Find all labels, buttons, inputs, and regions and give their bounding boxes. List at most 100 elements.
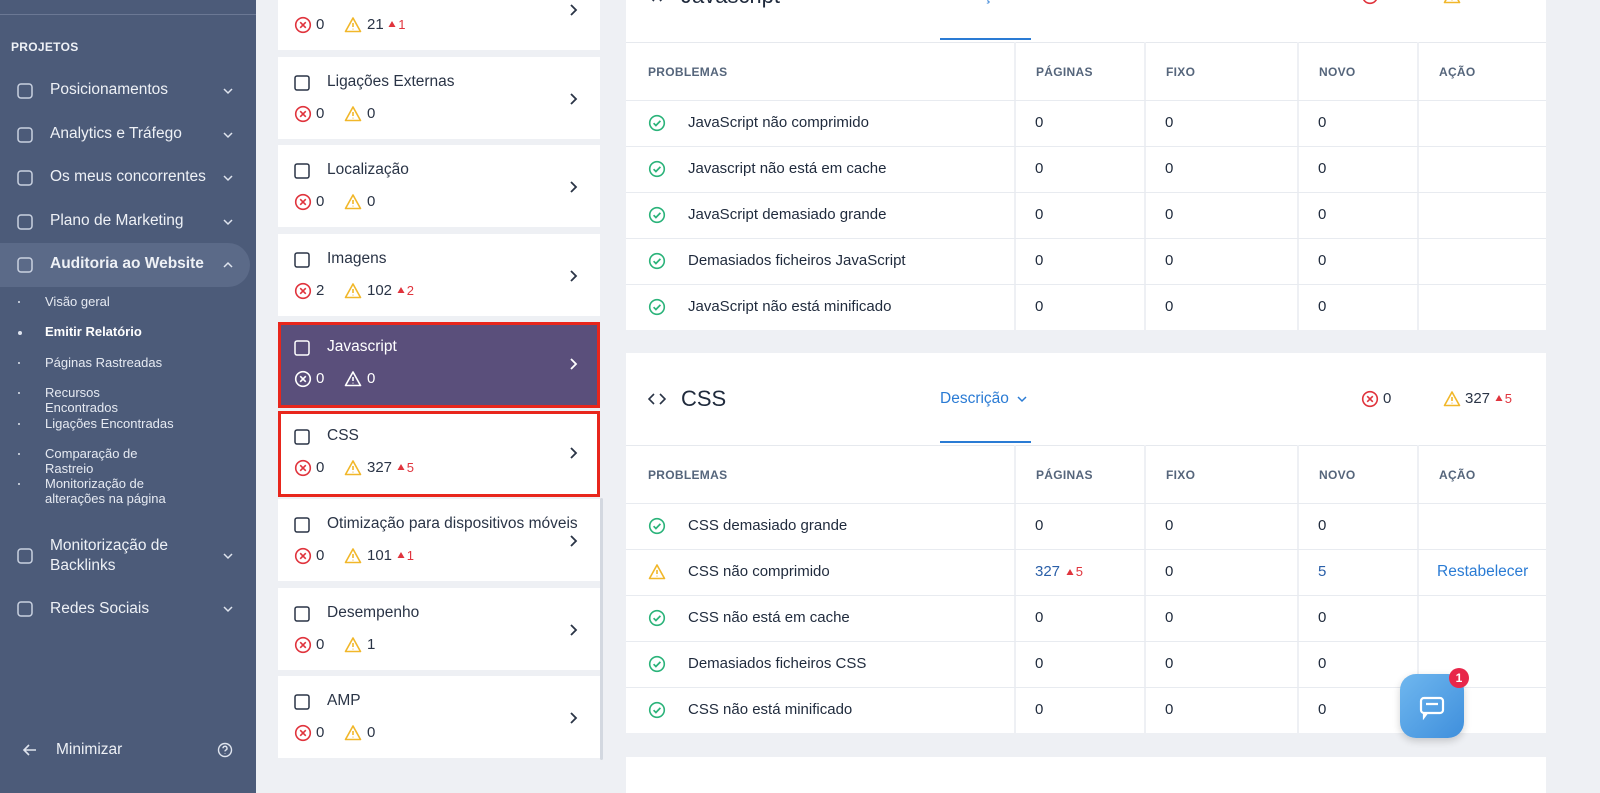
sub-item[interactable]: Ligações Encontradas — [45, 415, 174, 431]
category-card[interactable]: Otimização para dispositivos móveis 0 101 1 — [278, 499, 600, 581]
sub-item[interactable]: Emitir Relatório — [45, 324, 142, 340]
chevron — [223, 175, 233, 182]
path-shape — [652, 166, 662, 173]
category-icon-wrap — [293, 162, 311, 180]
rect-shape — [294, 340, 310, 356]
path-shape — [223, 88, 233, 95]
error-icon — [294, 105, 312, 122]
pages: 0 — [1035, 114, 1044, 131]
category-card[interactable]: AMP 0 0 — [278, 676, 600, 758]
problem: CSS não está minificado — [688, 701, 853, 718]
next-panel — [626, 757, 1546, 793]
ok-icon — [648, 206, 666, 224]
sub-item[interactable]: Comparação de Rastreio — [45, 446, 138, 476]
error-icon-wrap — [294, 282, 312, 300]
path-shape — [1495, 395, 1503, 401]
new: 0 — [1318, 609, 1327, 626]
path-shape — [223, 553, 233, 560]
nav-item[interactable]: Os meus concorrentes — [50, 168, 206, 186]
warning-icon-wrap — [1443, 0, 1461, 5]
error-count: 0 — [316, 547, 325, 564]
description-link[interactable]: Descrição — [940, 390, 1009, 407]
column-header: NOVO — [1319, 468, 1356, 482]
rect-shape — [294, 694, 310, 710]
nav-icon-wrap — [16, 256, 34, 274]
category-card[interactable]: Localização 0 0 — [278, 145, 600, 227]
new: 0 — [1318, 701, 1327, 718]
chevron-wrap — [566, 623, 580, 637]
path-shape — [299, 287, 307, 294]
nav-item[interactable]: Redes Sociais — [50, 600, 150, 617]
bullet — [18, 361, 20, 364]
column-header: NOVO — [1319, 65, 1356, 79]
category-title: Desempenho — [327, 603, 420, 621]
problem: Demasiados ficheiros CSS — [688, 655, 867, 672]
category-icon-wrap — [293, 251, 311, 269]
new-count: 5 — [1504, 391, 1513, 406]
ok-icon — [648, 701, 666, 719]
nav-icon-wrap — [16, 82, 34, 100]
sub-item[interactable]: Recursos Encontrados — [45, 385, 118, 416]
circle-shape — [648, 655, 666, 673]
path-shape — [344, 636, 362, 652]
path-shape — [299, 464, 307, 471]
chevron-wrap — [222, 550, 234, 562]
path-shape — [652, 212, 662, 219]
ok-icon-wrap — [648, 655, 666, 673]
category-card[interactable]: Imagens 2 102 2 — [278, 233, 600, 316]
circle-shape — [217, 742, 233, 758]
category-title: Otimização para dispositivos móveis — [327, 515, 578, 532]
panel-title: Javascript — [681, 0, 780, 9]
fixed: 0 — [1165, 206, 1174, 223]
column-header: FIXO — [1166, 468, 1196, 482]
nav-item[interactable]: Auditoria ao Website — [50, 255, 204, 273]
rect-shape — [17, 214, 33, 230]
nav-item[interactable]: Plano de Marketing — [50, 211, 184, 229]
pages: 0 — [1035, 609, 1044, 626]
chevron — [570, 712, 578, 724]
warning-icon — [1443, 0, 1461, 4]
row-border — [626, 549, 1546, 550]
column-header: AÇÃO — [1439, 468, 1476, 482]
nav-icon — [17, 257, 33, 274]
path-shape — [299, 552, 307, 560]
action-link[interactable]: Restabelecer — [1437, 563, 1529, 580]
category-card[interactable]: 0 21 1 — [278, 0, 600, 50]
nav-icon — [17, 126, 33, 143]
category-card[interactable]: CSS 0 327 5 — [278, 410, 600, 497]
category-card[interactable]: Ligações Externas 0 0 — [278, 56, 600, 139]
circle-shape — [648, 114, 666, 132]
nav-icon-wrap — [16, 169, 34, 187]
minimize[interactable]: Minimizar — [56, 741, 123, 758]
new-count: 5 — [406, 459, 415, 475]
rect-shape — [17, 126, 33, 143]
fixed: 0 — [1165, 298, 1174, 315]
fixed: 0 — [1165, 160, 1174, 177]
chevron-wrap — [566, 446, 580, 460]
chevron-wrap — [566, 92, 580, 106]
category-card[interactable]: Javascript 0 0 — [278, 322, 600, 408]
category-icon — [294, 428, 310, 445]
panel-counts: 0 327 5 — [1361, 390, 1541, 410]
path-shape — [570, 4, 578, 16]
description-link[interactable]: Descrição — [940, 0, 1009, 5]
warning-icon — [344, 725, 362, 741]
new-count: 2 — [406, 282, 415, 298]
problem: Javascript não está em cache — [688, 160, 887, 177]
chevron-wrap — [222, 129, 234, 141]
category-title: AMP — [327, 692, 361, 709]
row-border — [626, 192, 1546, 193]
warning-icon — [1443, 391, 1461, 407]
sub-item[interactable]: Páginas Rastreadas — [45, 354, 163, 370]
nav-item[interactable]: Monitorização de Backlinks — [50, 537, 169, 574]
category-card[interactable]: Desempenho 0 1 — [278, 587, 600, 670]
pages: 0 — [1035, 517, 1044, 534]
nav-item[interactable]: Posicionamentos — [50, 81, 169, 98]
nav-item[interactable]: Analytics e Tráfego — [50, 124, 182, 142]
sub-item[interactable]: Monitorização de alterações na página — [45, 476, 166, 507]
chevron — [223, 553, 233, 560]
circle-shape — [1361, 390, 1379, 408]
divider — [0, 14, 256, 15]
sub-item[interactable]: Visão geral — [45, 294, 110, 309]
error-icon — [1361, 390, 1379, 408]
